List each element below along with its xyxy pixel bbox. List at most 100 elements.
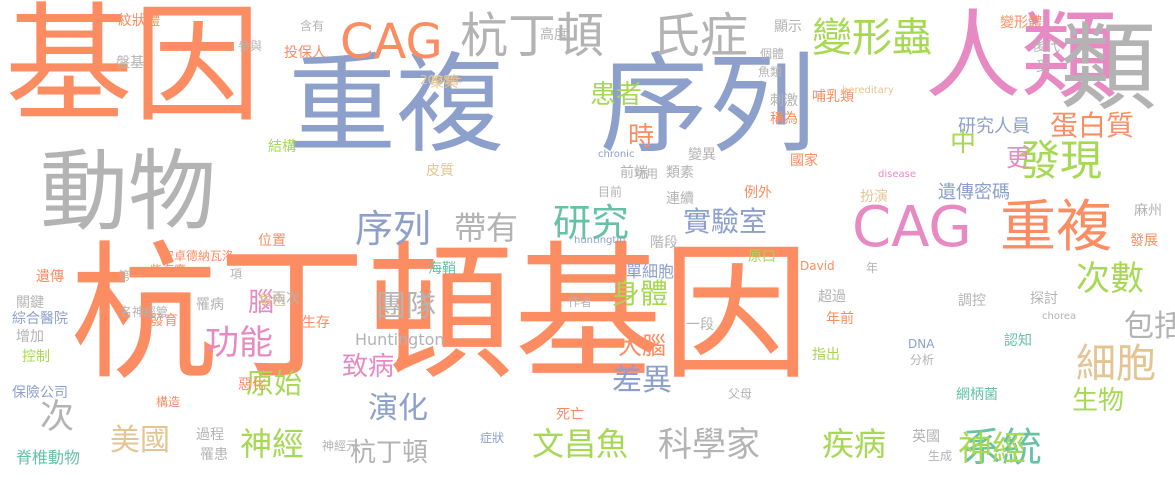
cloud-word: 階段 xyxy=(650,235,678,251)
cloud-word: 魚類 xyxy=(758,65,783,79)
cloud-word: 調控 xyxy=(958,293,986,309)
cloud-word: 次 xyxy=(40,397,74,437)
cloud-word: 研究人員 xyxy=(958,116,1030,137)
cloud-word: 死亡 xyxy=(556,407,584,423)
cloud-word: 人類 xyxy=(925,0,1117,112)
cloud-word: 海鞘 xyxy=(428,261,456,277)
cloud-word: 連續 xyxy=(666,191,694,207)
cloud-word: 年前 xyxy=(826,311,854,327)
cloud-word: 2008年 xyxy=(420,73,463,87)
cloud-word: 指出 xyxy=(812,347,840,363)
cloud-word: 認知 xyxy=(1004,333,1032,349)
cloud-word: 顯示 xyxy=(774,19,802,35)
cloud-word: 遺傳 xyxy=(36,269,64,285)
cloud-word: 罹患 xyxy=(200,447,228,463)
cloud-word: 名神經管 xyxy=(120,305,169,319)
cloud-word: 原口 xyxy=(748,249,776,265)
cloud-word: 關鍵 xyxy=(16,295,44,311)
cloud-word: 發育 xyxy=(150,313,178,329)
cloud-word: 序列 xyxy=(355,207,432,251)
cloud-word: 系統 xyxy=(962,425,1042,471)
cloud-word: 第一 xyxy=(118,269,143,283)
cloud-word: 動物 xyxy=(40,140,217,243)
cloud-word: 構造 xyxy=(156,395,181,409)
cloud-word: 遺傳密碼 xyxy=(938,182,1010,203)
cloud-word: chronic xyxy=(598,149,635,160)
cloud-word: 疾病 xyxy=(822,425,887,463)
cloud-word: 生物 xyxy=(1072,386,1125,416)
cloud-word: 控制 xyxy=(22,349,50,365)
cloud-word: 美國 xyxy=(110,423,170,458)
cloud-word: 時 xyxy=(628,122,655,152)
cloud-word: 功用 xyxy=(634,167,659,181)
cloud-word: 個體 xyxy=(760,47,785,61)
cloud-word: 發展 xyxy=(1130,233,1158,249)
cloud-word: CAG xyxy=(852,195,972,260)
cloud-word: 變形蟲 xyxy=(812,15,932,61)
cloud-word: 功能 xyxy=(205,323,273,363)
cloud-word: 序列 xyxy=(600,43,817,168)
cloud-word: 腦 xyxy=(248,288,275,318)
cloud-word: 兩次 xyxy=(272,291,300,307)
cloud-word: 科學家 xyxy=(658,425,760,465)
cloud-word: 脊椎動物 xyxy=(16,448,81,467)
cloud-word: Huntington xyxy=(355,330,445,349)
cloud-word: 身體 xyxy=(612,277,669,310)
cloud-word: 罹病 xyxy=(196,297,224,313)
cloud-word: 位置 xyxy=(258,233,286,249)
cloud-word: 項 xyxy=(230,267,243,281)
cloud-word: 杭丁頓 xyxy=(460,8,605,64)
cloud-word: 綜合醫院 xyxy=(12,311,68,327)
cloud-word: 參與 xyxy=(238,39,263,53)
cloud-word: 角色 xyxy=(258,293,286,309)
cloud-word: chorea xyxy=(1042,311,1077,322)
cloud-word: 大腦 xyxy=(618,332,666,360)
cloud-word: 高度 xyxy=(540,27,568,43)
cloud-word: 受 xyxy=(1036,59,1050,75)
cloud-word: 年 xyxy=(866,261,879,275)
cloud-word: 發現 xyxy=(1018,136,1103,185)
cloud-word: 國家 xyxy=(790,153,818,169)
cloud-word: 演化 xyxy=(368,391,428,426)
cloud-word: 杭丁頓基因 xyxy=(70,228,810,400)
cloud-word: 一段 xyxy=(686,317,714,333)
cloud-word: 重複 xyxy=(288,43,505,168)
cloud-word: 後代 xyxy=(1032,39,1060,55)
cloud-word: 紋狀體 xyxy=(118,13,160,29)
cloud-word: 杭丁頓 xyxy=(350,438,429,468)
cloud-word: 父母 xyxy=(728,387,753,401)
cloud-word: 惡化 xyxy=(238,377,266,393)
cloud-word: 氏症 xyxy=(652,8,749,64)
cloud-word: 帶有 xyxy=(454,209,519,247)
cloud-word: 生成 xyxy=(928,449,953,463)
cloud-word: disease xyxy=(878,169,916,180)
cloud-word: 哺乳類 xyxy=(812,89,854,105)
cloud-word: 中 xyxy=(950,128,977,158)
cloud-word: 目前 xyxy=(598,185,623,199)
cloud-word: 症狀 xyxy=(480,431,505,445)
cloud-word: 患者 xyxy=(590,80,643,110)
cloud-word: 類 xyxy=(1060,12,1156,124)
cloud-word: huntingtin xyxy=(574,235,626,246)
cloud-word: 前端 xyxy=(620,165,648,181)
cloud-word: 更 xyxy=(1006,144,1030,172)
cloud-word: 原始 xyxy=(246,367,303,400)
cloud-word: 柴海鷹 xyxy=(150,263,187,277)
cloud-word: 分析 xyxy=(910,353,935,367)
cloud-word: 刺激 xyxy=(770,93,798,109)
cloud-word: DNA xyxy=(908,337,935,351)
cloud-word: 安卓德納瓦洛 xyxy=(162,249,235,263)
cloud-word: 生存 xyxy=(302,315,330,331)
cloud-word: 研究 xyxy=(553,201,630,245)
cloud-word: 麻州 xyxy=(1134,203,1162,219)
cloud-word: 扮演 xyxy=(860,189,888,205)
cloud-word: 英國 xyxy=(912,429,940,445)
cloud-word: 結構 xyxy=(268,139,296,155)
cloud-word: 作者 xyxy=(568,295,593,309)
cloud-word: 盤基 xyxy=(116,55,144,71)
cloud-word: 次數 xyxy=(1076,259,1144,299)
cloud-word: CAG xyxy=(340,14,443,70)
cloud-word: 保險公司 xyxy=(12,385,68,401)
cloud-word: 例外 xyxy=(744,185,772,201)
cloud-word: 神經 xyxy=(240,425,305,463)
